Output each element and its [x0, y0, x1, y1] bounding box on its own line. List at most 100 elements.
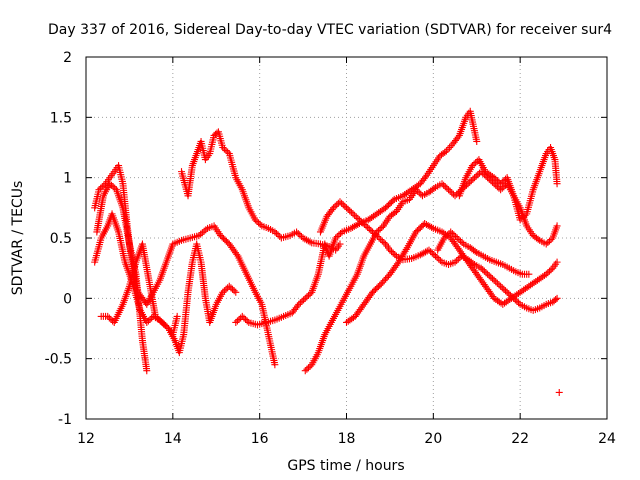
track-i-point [393, 260, 401, 268]
track-h-point [474, 171, 482, 179]
track-k-point [468, 162, 476, 170]
track-k-point [490, 174, 498, 182]
track-c-point [106, 180, 114, 188]
track-e-point [306, 238, 314, 246]
track-g-point [493, 279, 501, 287]
track-h-point [553, 222, 561, 230]
track-a-point [233, 250, 241, 258]
track-k-point [519, 213, 527, 221]
track-h-point [448, 189, 456, 197]
track-f-point [240, 314, 248, 322]
track-h-point [497, 186, 505, 194]
track-g-point [339, 201, 347, 209]
track-k-point [521, 211, 529, 219]
track-a-point [98, 183, 106, 191]
track-a-point [271, 361, 279, 369]
chart-title: Day 337 of 2016, Sidereal Day-to-day VTE… [48, 22, 612, 38]
track-h-point [542, 240, 550, 248]
track-k-point [518, 214, 526, 222]
track-e-point [274, 231, 282, 239]
track-g-point [503, 288, 511, 296]
track-g-point [388, 248, 396, 256]
track-h-point [430, 185, 438, 193]
track-f-point [446, 144, 454, 151]
track-h-point [438, 180, 446, 188]
track-f-point [233, 317, 241, 325]
track-g-point [495, 281, 503, 289]
track-i-point [377, 280, 385, 288]
track-g-point [487, 273, 495, 281]
track-h-point [469, 175, 477, 183]
track-k-point [555, 388, 563, 396]
track-i-point [428, 223, 436, 231]
track-e-point [219, 144, 227, 151]
track-d-point [160, 320, 168, 328]
track-g-point [351, 211, 359, 219]
track-a-point [197, 230, 205, 238]
track-e-point [220, 145, 228, 153]
track-e-point [271, 228, 279, 236]
track-c-point [111, 184, 119, 192]
track-g-point [341, 202, 349, 210]
track-g-point [477, 264, 485, 272]
track-g-point [553, 294, 561, 302]
track-j-point [448, 229, 456, 237]
track-b-point [227, 284, 235, 292]
axis-ticks [85, 56, 608, 420]
track-b-point [229, 285, 237, 293]
track-g-point [482, 269, 490, 277]
track-f-point [305, 291, 313, 299]
track-j-point [442, 232, 450, 240]
track-h-point [471, 174, 479, 182]
track-g-point [359, 219, 367, 227]
track-i-point [376, 281, 384, 289]
track-k-point [500, 177, 508, 185]
track-g-point [386, 246, 394, 254]
track-j-point [443, 231, 451, 239]
track-b-point [143, 318, 151, 326]
track-i-point [379, 278, 387, 286]
track-j-point [471, 247, 479, 255]
track-g-point [331, 202, 339, 210]
track-b-point [219, 288, 227, 296]
track-g-point [344, 205, 352, 213]
track-b-point [232, 288, 240, 296]
track-f-point [303, 293, 311, 301]
track-f-point [441, 148, 449, 156]
track-h-point [445, 186, 453, 194]
track-g-point [515, 299, 523, 307]
track-g-point [336, 198, 344, 206]
y-tick-label: 2 [63, 50, 72, 66]
track-g-point [357, 217, 365, 225]
grid-lines [86, 57, 607, 419]
track-e-point [251, 216, 259, 224]
track-g-point [347, 208, 355, 216]
track-k-point [516, 216, 524, 224]
track-i-point [349, 314, 357, 322]
track-f-point [242, 315, 250, 323]
track-f-point [243, 317, 251, 325]
track-h-point [443, 184, 451, 192]
track-j-point [450, 231, 458, 239]
track-g-point [552, 296, 560, 304]
track-k-point [492, 175, 500, 183]
y-tick-label: 0 [63, 291, 72, 307]
track-g-point [497, 282, 505, 290]
track-g-point [488, 275, 496, 283]
track-g-point [453, 257, 461, 265]
data-points [91, 107, 563, 396]
track-f-point [232, 318, 240, 326]
track-g-point [485, 272, 493, 280]
track-h-point [441, 183, 449, 191]
track-h-point [414, 187, 422, 195]
track-j-point [455, 236, 463, 244]
track-g-point [349, 210, 357, 218]
track-e-point [256, 220, 264, 228]
y-tick-label: -0.5 [45, 352, 72, 368]
track-i-point [382, 275, 390, 283]
track-f-point [293, 302, 301, 310]
track-j-point [456, 237, 464, 245]
track-g-point [500, 285, 508, 293]
y-axis-label: SDTVAR / TECUs [10, 181, 26, 296]
track-k-point [472, 159, 480, 167]
